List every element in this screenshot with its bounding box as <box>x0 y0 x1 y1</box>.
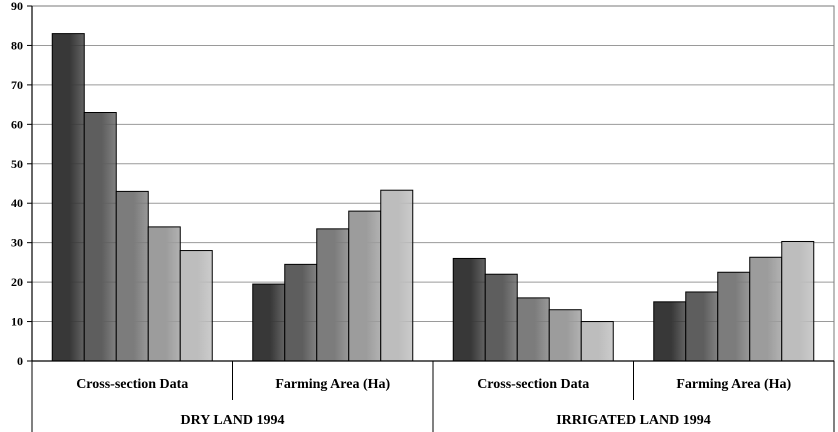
y-tick-label: 50 <box>11 157 23 171</box>
group-label: DRY LAND 1994 <box>181 413 285 428</box>
bar <box>51 33 85 362</box>
bar <box>380 189 414 362</box>
bar <box>83 112 117 362</box>
y-axis-ticks: 0 10 20 30 40 50 60 70 80 90 <box>11 0 32 368</box>
bar <box>653 301 687 362</box>
x-axis-labels: Cross-section Data Farming Area (Ha) Cross… <box>31 361 835 432</box>
bar <box>548 309 582 362</box>
y-tick-label: 70 <box>11 78 23 92</box>
bar <box>147 226 181 362</box>
y-tick-label: 40 <box>11 196 23 210</box>
y-tick-label: 60 <box>11 117 23 131</box>
bar <box>348 210 382 362</box>
bars <box>51 33 815 362</box>
bar <box>252 283 286 362</box>
bar <box>516 297 550 362</box>
y-tick-label: 30 <box>11 236 23 250</box>
bar <box>452 257 486 362</box>
subcategory-label: Farming Area (Ha) <box>676 377 791 392</box>
bar <box>316 228 350 362</box>
y-tick-label: 10 <box>11 315 23 329</box>
y-tick-label: 90 <box>11 0 23 13</box>
bar <box>685 291 719 362</box>
group-label: IRRIGATED LAND 1994 <box>556 413 711 428</box>
bar <box>115 190 149 362</box>
subcategory-label: Cross-section Data <box>76 377 188 392</box>
y-tick-label: 80 <box>11 38 23 52</box>
bar <box>717 271 751 362</box>
y-tick-label: 20 <box>11 275 23 289</box>
subcategory-label: Cross-section Data <box>477 377 589 392</box>
bar <box>179 250 213 362</box>
bar <box>580 321 614 362</box>
subcategory-label: Farming Area (Ha) <box>275 377 390 392</box>
bar <box>484 273 518 362</box>
y-tick-label: 0 <box>17 354 23 368</box>
bar <box>284 263 318 362</box>
bar <box>781 240 815 362</box>
bar <box>749 256 783 362</box>
